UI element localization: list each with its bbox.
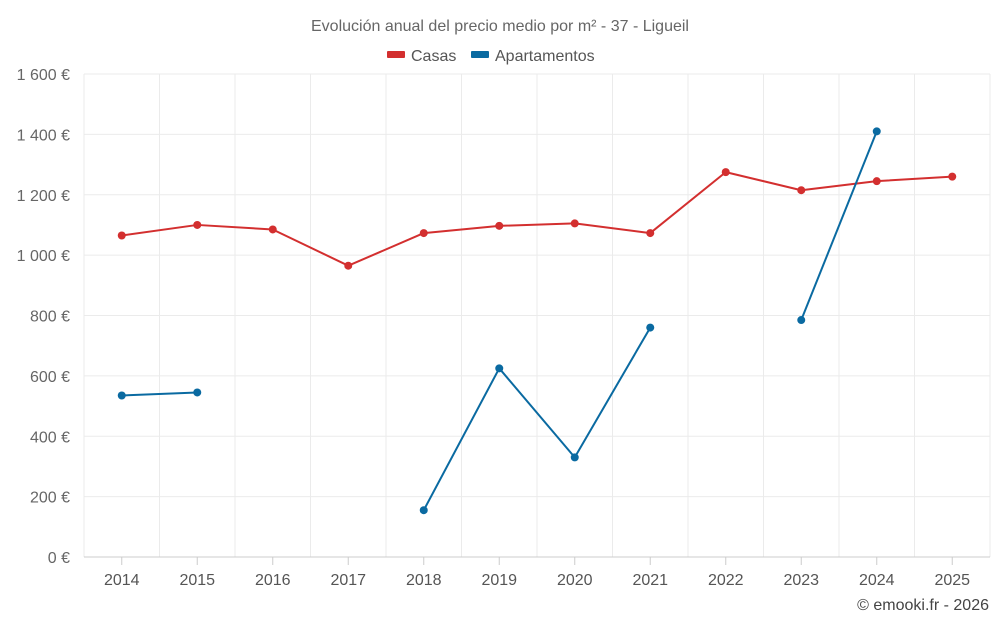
y-tick-label: 1 200 € bbox=[17, 188, 70, 205]
y-tick-label: 1 600 € bbox=[17, 67, 70, 84]
x-tick-label: 2019 bbox=[481, 572, 517, 589]
legend-label-apartamentos: Apartamentos bbox=[495, 48, 595, 65]
x-tick-label: 2016 bbox=[255, 572, 291, 589]
series-apartamentos bbox=[117, 127, 881, 515]
axes: 0 € 200 € 400 € 600 € 800 € 1 000 € 1 200 € 1 4… bbox=[17, 67, 990, 589]
data-point-apartamentos-2015[interactable] bbox=[193, 388, 202, 397]
y-tick-label: 400 € bbox=[30, 429, 70, 446]
y-tick-label: 800 € bbox=[30, 309, 70, 326]
data-point-apartamentos-2023[interactable] bbox=[797, 316, 806, 325]
x-tick-label: 2018 bbox=[406, 572, 442, 589]
data-point-casas-2021[interactable] bbox=[646, 229, 655, 238]
data-point-casas-2014[interactable] bbox=[117, 231, 126, 240]
series-line-apartamentos bbox=[800, 130, 878, 321]
legend-item-apartamentos[interactable]: Apartamentos bbox=[471, 48, 595, 65]
data-point-apartamentos-2020[interactable] bbox=[570, 453, 579, 462]
x-tick-label: 2024 bbox=[859, 572, 895, 589]
data-point-casas-2025[interactable] bbox=[948, 172, 957, 181]
data-point-casas-2018[interactable] bbox=[419, 229, 428, 238]
x-tick-label: 2023 bbox=[783, 572, 819, 589]
legend-swatch-apartamentos bbox=[471, 51, 489, 58]
data-point-casas-2016[interactable] bbox=[268, 225, 277, 234]
series-line-apartamentos bbox=[422, 327, 652, 511]
series-line-casas bbox=[121, 171, 953, 267]
x-tick-label: 2022 bbox=[708, 572, 744, 589]
y-tick-label: 0 € bbox=[48, 550, 70, 567]
x-tick-label: 2017 bbox=[330, 572, 366, 589]
data-point-casas-2024[interactable] bbox=[872, 177, 881, 186]
series-casas bbox=[117, 168, 957, 270]
series-line-apartamentos bbox=[121, 391, 198, 397]
x-tick-label: 2025 bbox=[934, 572, 970, 589]
legend: Casas Apartamentos bbox=[387, 48, 595, 65]
data-point-apartamentos-2019[interactable] bbox=[495, 364, 504, 373]
y-tick-label: 200 € bbox=[30, 490, 70, 507]
data-point-casas-2020[interactable] bbox=[570, 219, 579, 228]
credit-text: © emooki.fr - 2026 bbox=[857, 597, 989, 614]
x-tick-label: 2015 bbox=[179, 572, 215, 589]
y-tick-label: 600 € bbox=[30, 369, 70, 386]
x-tick-label: 2021 bbox=[632, 572, 668, 589]
data-point-casas-2022[interactable] bbox=[721, 168, 730, 177]
x-tick-label: 2014 bbox=[104, 572, 140, 589]
data-point-casas-2017[interactable] bbox=[344, 261, 353, 270]
legend-label-casas: Casas bbox=[411, 48, 456, 65]
legend-swatch-casas bbox=[387, 51, 405, 58]
chart-title: Evolución anual del precio medio por m² … bbox=[311, 18, 689, 35]
y-tick-label: 1 000 € bbox=[17, 248, 70, 265]
data-point-apartamentos-2018[interactable] bbox=[419, 506, 428, 515]
legend-item-casas[interactable]: Casas bbox=[387, 48, 456, 65]
data-point-casas-2023[interactable] bbox=[797, 186, 806, 195]
data-point-apartamentos-2024[interactable] bbox=[872, 127, 881, 136]
data-point-casas-2015[interactable] bbox=[193, 220, 202, 229]
data-point-apartamentos-2014[interactable] bbox=[117, 391, 126, 400]
y-tick-label: 1 400 € bbox=[17, 127, 70, 144]
series bbox=[117, 127, 957, 515]
grid bbox=[83, 73, 991, 557]
data-point-apartamentos-2021[interactable] bbox=[646, 323, 655, 332]
x-tick-label: 2020 bbox=[557, 572, 593, 589]
data-point-casas-2019[interactable] bbox=[495, 221, 504, 230]
